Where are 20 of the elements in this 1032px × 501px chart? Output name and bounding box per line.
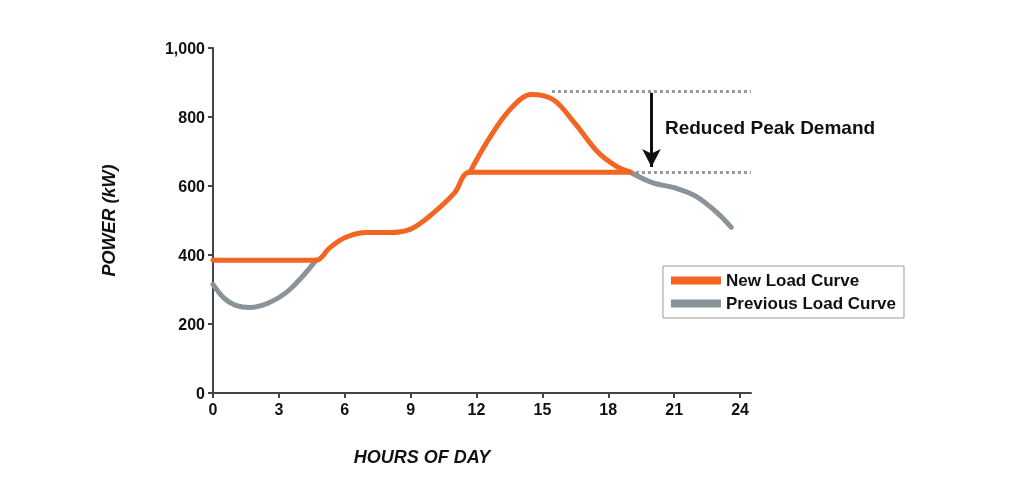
x-tick-label: 6 xyxy=(340,400,350,418)
x-tick-label: 21 xyxy=(665,400,684,418)
legend-label: Previous Load Curve xyxy=(725,294,897,313)
y-tick-label: 600 xyxy=(178,177,206,195)
x-tick-label: 24 xyxy=(731,400,750,418)
x-axis-title: HOURS OF DAY xyxy=(353,447,493,467)
y-tick-label: 400 xyxy=(178,246,206,264)
x-tick-label: 9 xyxy=(406,400,416,418)
y-tick-label: 0 xyxy=(196,384,206,402)
y-tick-label: 800 xyxy=(178,108,206,126)
y-tick-label: 200 xyxy=(178,315,206,333)
x-tick-label: 3 xyxy=(274,400,284,418)
x-tick-label: 12 xyxy=(467,400,486,418)
annotation: Reduced Peak Demand xyxy=(664,117,876,139)
x-tick-label: 0 xyxy=(208,400,218,418)
y-axis-title: POWER (kW) xyxy=(99,164,119,277)
legend-label: New Load Curve xyxy=(725,271,860,290)
x-tick-label: 15 xyxy=(533,400,552,418)
x-tick-label: 18 xyxy=(599,400,618,418)
y-tick-label: 1,000 xyxy=(164,39,206,57)
